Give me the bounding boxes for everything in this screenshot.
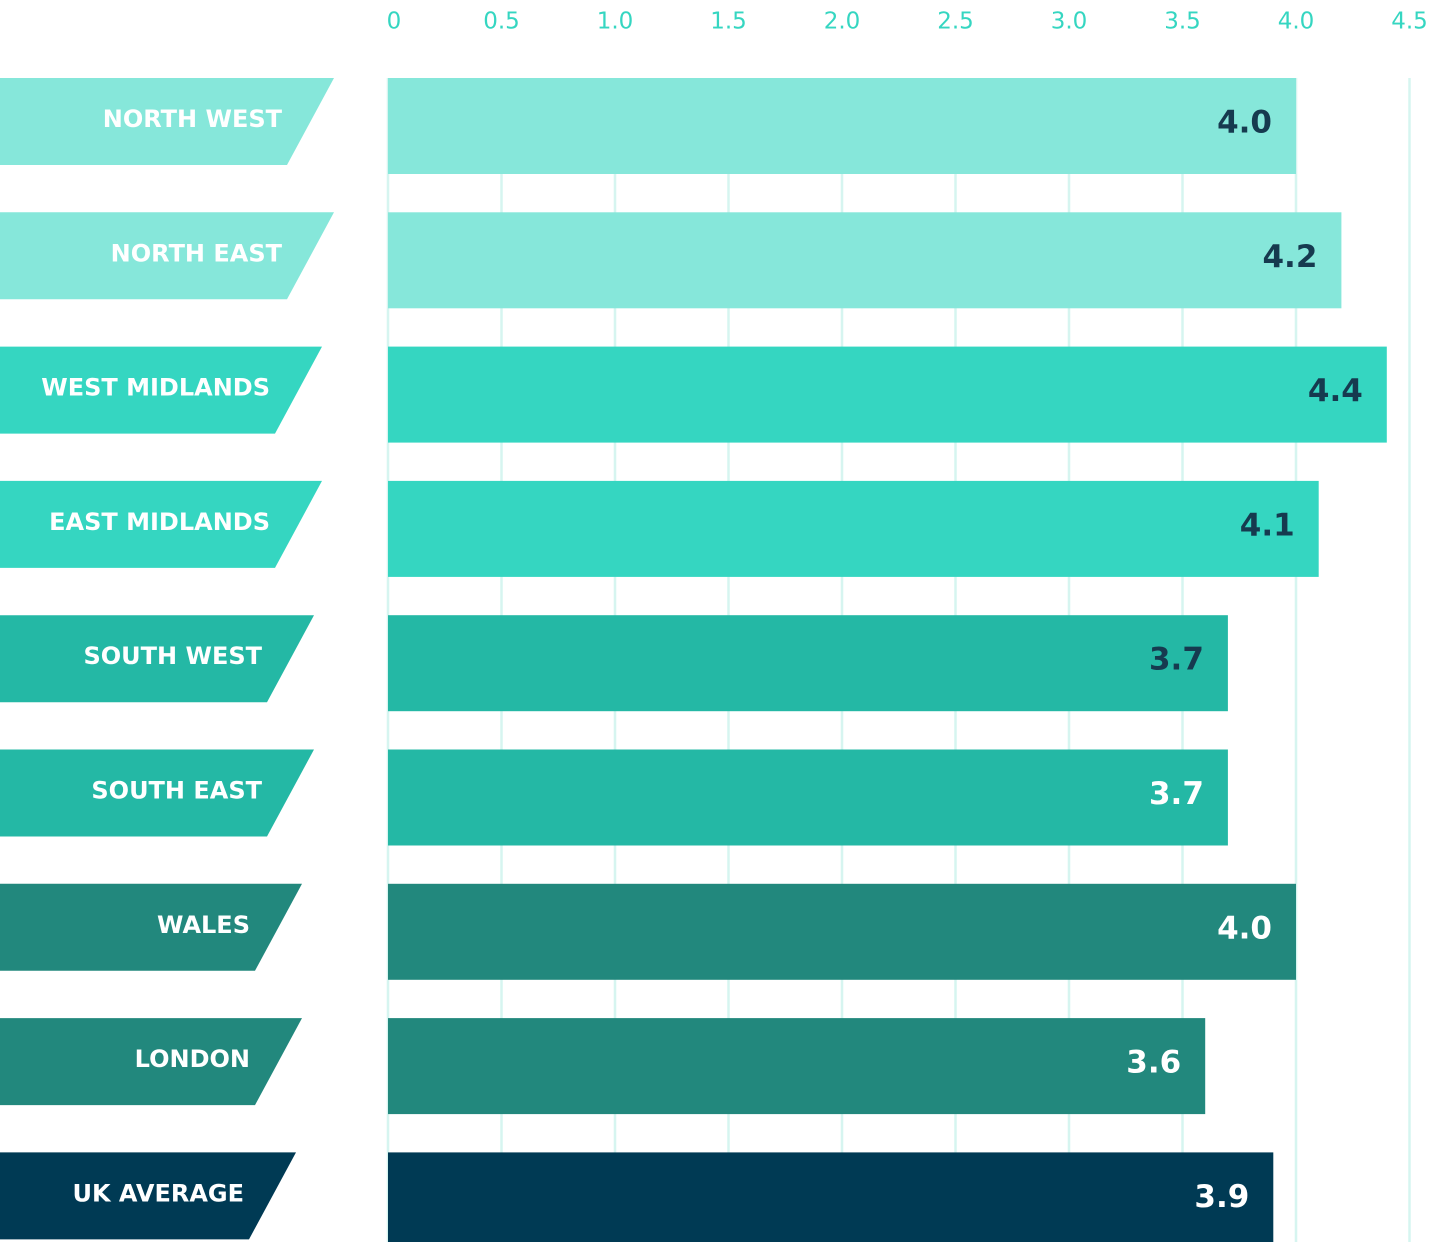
- bar: [388, 615, 1228, 712]
- category-tab: [0, 212, 334, 300]
- x-tick-label: 4.0: [1278, 9, 1315, 35]
- category-label: NORTH WEST: [103, 105, 283, 133]
- data-label: 4.2: [1262, 239, 1317, 275]
- category-label: LONDON: [135, 1045, 250, 1073]
- category-label: WEST MIDLANDS: [41, 374, 270, 402]
- x-tick-label: 2.0: [824, 9, 861, 35]
- category-tab: [0, 749, 314, 837]
- category-label: SOUTH EAST: [91, 777, 262, 805]
- category-tab: [0, 346, 322, 434]
- bar: [388, 78, 1296, 174]
- x-tick-label: 1.5: [710, 9, 747, 35]
- category-tab: [0, 883, 302, 971]
- data-label: 3.7: [1149, 642, 1204, 678]
- x-tick-label: 1.0: [597, 9, 634, 35]
- bar: [388, 1018, 1206, 1115]
- data-label: 4.0: [1217, 105, 1272, 141]
- data-label: 4.1: [1240, 507, 1295, 543]
- bar: [388, 480, 1319, 577]
- bar: [388, 212, 1342, 309]
- category-tab: [0, 1018, 302, 1106]
- category-label: NORTH EAST: [111, 239, 283, 267]
- data-label: 3.7: [1149, 776, 1204, 812]
- category-label: EAST MIDLANDS: [49, 508, 270, 536]
- category-label: SOUTH WEST: [83, 642, 262, 670]
- category-label: UK AVERAGE: [72, 1179, 244, 1207]
- x-tick-label: 3.0: [1051, 9, 1088, 35]
- bar: [388, 749, 1228, 846]
- x-tick-label: 2.5: [937, 9, 974, 35]
- category-tab: [0, 1152, 296, 1240]
- bar: [388, 1152, 1274, 1242]
- data-label: 3.6: [1126, 1045, 1181, 1081]
- category-label: WALES: [157, 911, 250, 939]
- x-tick-label: 4.5: [1391, 9, 1428, 35]
- x-tick-label: 3.5: [1164, 9, 1201, 35]
- category-tab: [0, 615, 314, 703]
- x-tick-label: 0.5: [483, 9, 520, 35]
- bar: [388, 346, 1387, 443]
- bar: [388, 883, 1296, 980]
- x-tick-label: 0: [387, 9, 402, 35]
- data-label: 4.0: [1217, 910, 1272, 946]
- category-tab: [0, 480, 322, 568]
- category-tab: [0, 78, 334, 165]
- data-label: 3.9: [1194, 1179, 1249, 1215]
- data-label: 4.4: [1308, 373, 1363, 409]
